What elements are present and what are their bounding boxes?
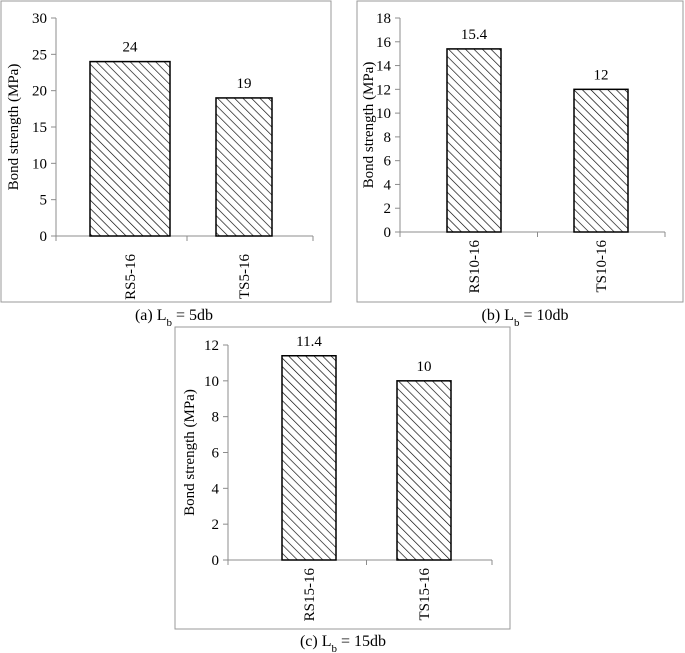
x-category-label: RS15-16	[302, 568, 318, 622]
data-label: 24	[123, 40, 139, 56]
caption-suffix: = 10db	[519, 307, 568, 324]
caption-suffix: = 15db	[337, 633, 386, 650]
caption-prefix: (c) L	[300, 633, 332, 650]
data-label: 12	[594, 67, 609, 83]
caption-subscript: b	[514, 317, 520, 329]
y-tick-label: 4	[384, 177, 392, 193]
y-tick-label: 5	[40, 193, 48, 209]
caption-suffix: = 5db	[172, 307, 213, 324]
panel-caption: (b) Lb = 10db	[482, 307, 569, 329]
y-tick-label: 30	[32, 11, 47, 27]
y-tick-label: 0	[40, 229, 48, 245]
y-tick-label: 20	[32, 84, 47, 100]
y-tick-label: 10	[204, 374, 219, 390]
y-tick-label: 8	[384, 130, 392, 146]
y-tick-label: 4	[212, 481, 220, 497]
chart-panel-1: 0 5 10 15 20 25 30 Bond strength (MPa) 24 RS5-16 1…	[0, 0, 332, 329]
y-tick-label: 2	[212, 517, 220, 533]
y-tick-label: 2	[384, 201, 392, 217]
y-axis-label: Bond strength (MPa)	[361, 62, 377, 189]
bar-ts10-16	[573, 88, 629, 233]
y-tick-label: 10	[32, 156, 47, 172]
y-tick-label: 10	[376, 106, 391, 122]
chart-panel-3: 0 2 4 6 8 10 12 Bond strength (MPa) 11.4 RS15-16 1…	[174, 326, 511, 653]
y-tick-label: 0	[212, 553, 220, 569]
x-category-label: TS5-16	[237, 254, 253, 300]
x-category-label: TS10-16	[594, 240, 610, 293]
y-tick-label: 8	[212, 410, 220, 426]
y-axis-label: Bond strength (MPa)	[182, 389, 198, 516]
y-axis-label: Bond strength (MPa)	[6, 64, 22, 191]
bar-rs15-16	[281, 355, 337, 561]
x-category-label: RS5-16	[123, 254, 139, 300]
y-tick-label: 16	[376, 35, 392, 51]
data-label: 11.4	[296, 334, 322, 350]
x-category-label: RS10-16	[467, 240, 483, 294]
y-tick-label: 25	[32, 47, 47, 63]
y-tick-label: 12	[376, 82, 391, 98]
data-label: 19	[237, 76, 252, 92]
bar-ts15-16	[396, 380, 452, 561]
bar-ts5-16	[215, 97, 273, 237]
panel-caption: (c) Lb = 15db	[300, 633, 386, 653]
chart-panel-2: 0 2 4 6 8 10 12 14 16 18 Bond strength (MPa) 15.4 RS…	[356, 0, 684, 329]
data-label: 15.4	[461, 27, 488, 43]
y-tick-label: 14	[376, 59, 392, 75]
x-category-label: TS15-16	[417, 568, 433, 621]
y-tick-label: 15	[32, 120, 47, 136]
panel-frame	[0, 0, 332, 303]
bar-rs5-16	[89, 60, 171, 237]
panel-frame	[174, 326, 511, 630]
caption-subscript: b	[332, 643, 338, 653]
y-tick-label: 18	[376, 11, 391, 27]
panel-frame	[356, 0, 684, 303]
y-tick-label: 12	[204, 338, 219, 354]
data-label: 10	[417, 359, 432, 375]
caption-prefix: (a) L	[135, 307, 167, 324]
panel-caption: (a) Lb = 5db	[135, 307, 213, 329]
y-tick-label: 6	[212, 446, 220, 462]
y-tick-label: 6	[384, 154, 392, 170]
y-tick-label: 0	[384, 225, 392, 241]
bar-rs10-16	[446, 48, 502, 233]
caption-prefix: (b) L	[482, 307, 514, 324]
caption-subscript: b	[167, 317, 173, 329]
